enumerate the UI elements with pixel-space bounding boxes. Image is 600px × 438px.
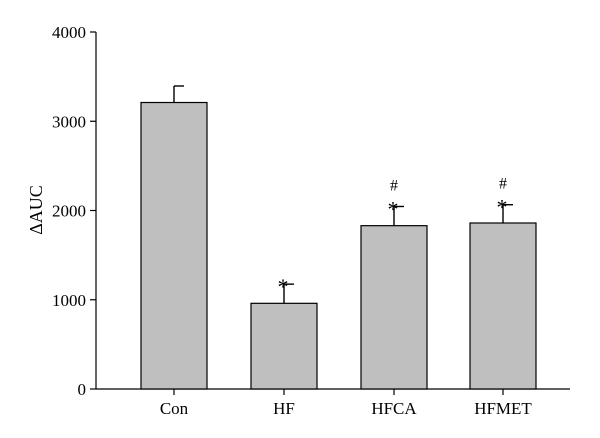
x-tick-label: HFMET (474, 399, 532, 418)
significance-star: * (497, 195, 508, 220)
bar (250, 302, 318, 390)
y-axis-label: ΔAUC (26, 185, 46, 235)
significance-hash: # (499, 176, 507, 193)
bar (360, 225, 428, 390)
significance-star: * (388, 196, 399, 221)
plot-area: 0 1000 2000 3000 4000 Con HF * HFCA * # HFMET * # (52, 23, 570, 418)
bar (140, 101, 208, 390)
y-tick-label: 4000 (52, 23, 86, 42)
y-tick-label: 1000 (52, 291, 86, 310)
x-tick-label: Con (160, 399, 189, 418)
significance-star: * (278, 274, 289, 299)
significance-hash: # (390, 177, 398, 194)
x-tick-label: HF (273, 399, 295, 418)
y-tick-label: 3000 (52, 112, 86, 131)
bar (469, 222, 537, 390)
x-tick-label: HFCA (371, 399, 417, 418)
y-tick-label: 2000 (52, 202, 86, 221)
y-tick-label: 0 (78, 380, 87, 399)
